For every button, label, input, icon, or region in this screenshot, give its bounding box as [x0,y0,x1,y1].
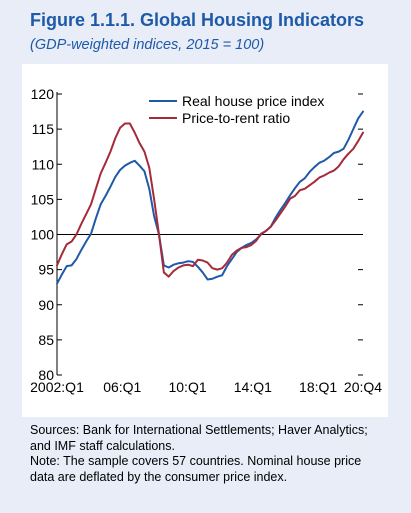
y-tick-label: 85 [38,332,54,348]
y-tick-label: 110 [32,156,55,172]
legend-label: Real house price index [182,93,324,109]
figure-title: Figure 1.1.1. Global Housing Indicators [30,10,365,30]
x-tick-label: 20:Q4 [344,379,382,395]
x-tick-label: 18:Q1 [299,379,337,395]
sources-line-2: and IMF staff calculations. [30,438,175,453]
note-line-2: data are deflated by the consumer price … [30,469,288,484]
x-tick-label: 10:Q1 [168,379,206,395]
series-group [56,110,364,285]
legend-label: Price-to-rent ratio [182,110,290,126]
y-tick-label: 120 [31,86,55,102]
x-tick-label: 14:Q1 [234,379,272,395]
y-tick-label: 80 [38,367,54,383]
y-tick-label: 95 [38,262,54,278]
series-line-real-house-price-index [56,110,364,285]
y-tick-label: 115 [32,121,55,137]
x-tick-label: 06:Q1 [103,379,141,395]
series-line-price-to-rent-ratio [56,122,364,278]
axes-group: 80 85 90 95 100 105 110 115 120 2002:Q1 06:Q1 10:Q1… [30,86,382,395]
y-tick-label: 105 [31,191,55,207]
x-tick-label: 2002:Q1 [30,379,84,395]
y-tick-label: 100 [31,227,55,243]
sources-line-1: Sources: Bank for International Settleme… [30,423,368,437]
figure-subtitle: (GDP-weighted indices, 2015 = 100) [30,37,265,53]
note-line-1: Note: The sample covers 57 countries. No… [30,454,362,468]
source-notes: Sources: Bank for International Settleme… [30,423,402,485]
plot-area [22,64,388,417]
y-tick-label: 90 [38,297,54,313]
